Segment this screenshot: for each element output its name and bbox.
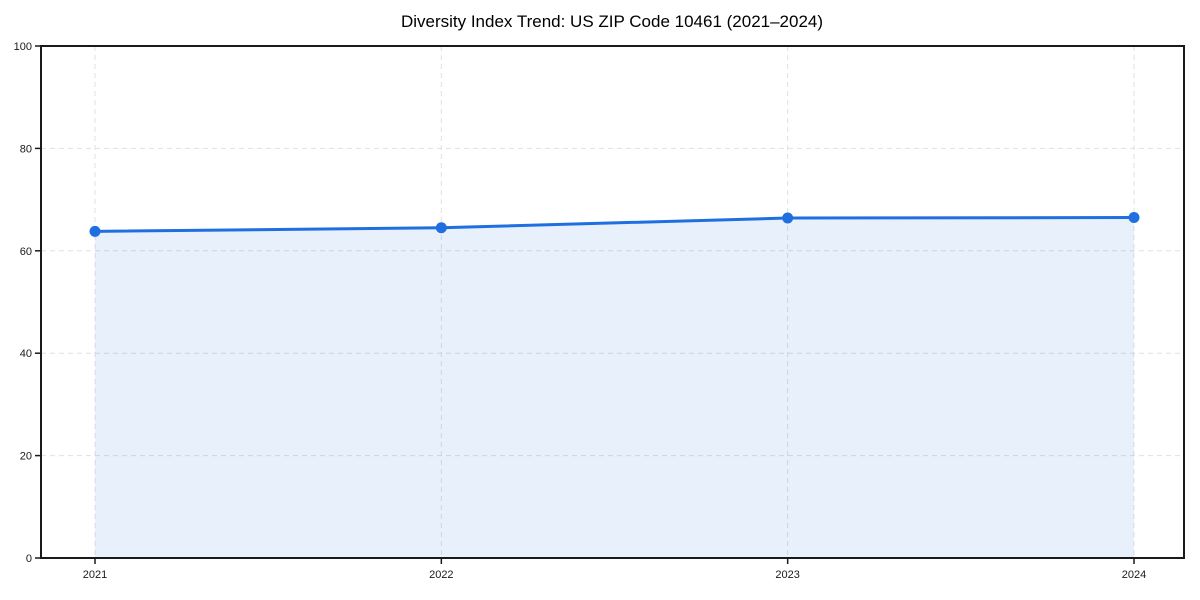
y-tick-label: 60 [20,246,32,258]
y-tick-label: 100 [14,41,32,53]
gridlines [41,46,1184,558]
trend-line [93,216,1136,233]
area-fill [95,217,1134,558]
x-tick-label: 2023 [775,569,799,581]
axes [35,45,1185,564]
y-tick-label: 20 [20,451,32,463]
x-tick-label: 2024 [1122,569,1146,581]
tick-labels: 0 20 40 60 80 100 2021 2022 2023 2024 [14,41,1147,581]
data-point-2024 [1128,212,1140,224]
y-tick-label: 40 [20,348,32,360]
data-point-2023 [782,212,794,224]
y-tick-label: 0 [26,553,32,565]
y-tick-label: 80 [20,143,32,155]
area-polygon [95,217,1134,558]
x-tick-label: 2022 [429,569,453,581]
data-point-2022 [435,222,447,234]
data-points [89,212,1140,237]
data-point-2021 [89,225,101,237]
series-line [93,216,1136,233]
plot-border [40,45,1185,559]
chart-title: Diversity Index Trend: US ZIP Code 10461… [401,12,823,31]
x-tick-label: 2021 [83,569,107,581]
